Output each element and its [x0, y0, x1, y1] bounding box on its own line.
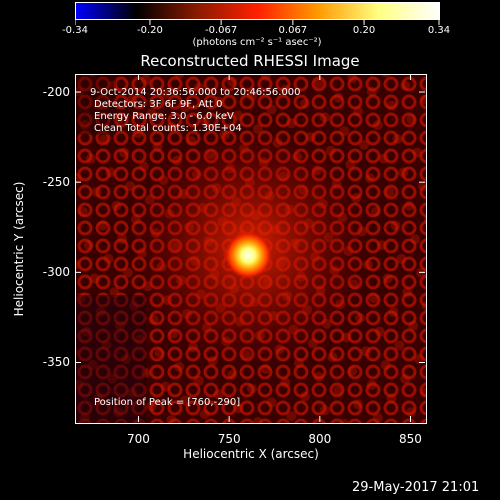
colorbar-tick-label: -0.067: [205, 25, 238, 36]
colorbar-tick-label: 0.067: [278, 25, 308, 36]
y-tick-label: -300: [42, 265, 70, 280]
x-tick-label: 850: [399, 432, 422, 446]
x-tick-label: 750: [217, 432, 241, 446]
colorbar-tick-label: 0.20: [352, 25, 376, 36]
y-tick-label: -200: [42, 85, 70, 100]
xray-map: [76, 75, 426, 423]
axis-ticks: [75, 74, 425, 422]
flare-source: [224, 231, 273, 280]
colorbar-tick-label: -0.34: [62, 25, 88, 36]
x-axis-label: Heliocentric X (arcsec): [183, 447, 319, 461]
y-axis-label: Heliocentric Y (arcsec): [12, 181, 26, 317]
clean-label: Clean Total counts: 1.30E+04: [94, 123, 242, 134]
plot-area: 9-Oct-2014 20:36:56.000 to 20:46:56.000 …: [75, 74, 427, 424]
y-tick-label: -350: [42, 355, 70, 370]
detectors-label: Detectors: 3F 6F 9F, Att 0: [94, 99, 223, 110]
colorbar-ticks: [75, 20, 440, 25]
colorbar-units: (photons cm⁻² s⁻¹ asec⁻²): [192, 37, 322, 48]
x-tick-label: 700: [127, 432, 150, 446]
energy-label: Energy Range: 3.0 - 6.0 keV: [94, 111, 234, 122]
x-tick-label: 800: [308, 432, 332, 446]
y-tick-label: -250: [42, 175, 70, 190]
image-title: Reconstructed RHESSI Image: [140, 52, 360, 70]
colorbar-tick-label: -0.20: [137, 25, 163, 36]
timestamp-footer: 29-May-2017 21:01: [352, 480, 480, 495]
peak-position-label: Position of Peak = [760,-290]: [94, 397, 241, 408]
colorbar-tick-label: 0.34: [427, 25, 451, 36]
time-range-label: 9-Oct-2014 20:36:56.000 to 20:46:56.000: [90, 87, 301, 98]
colorbar: [75, 2, 440, 20]
